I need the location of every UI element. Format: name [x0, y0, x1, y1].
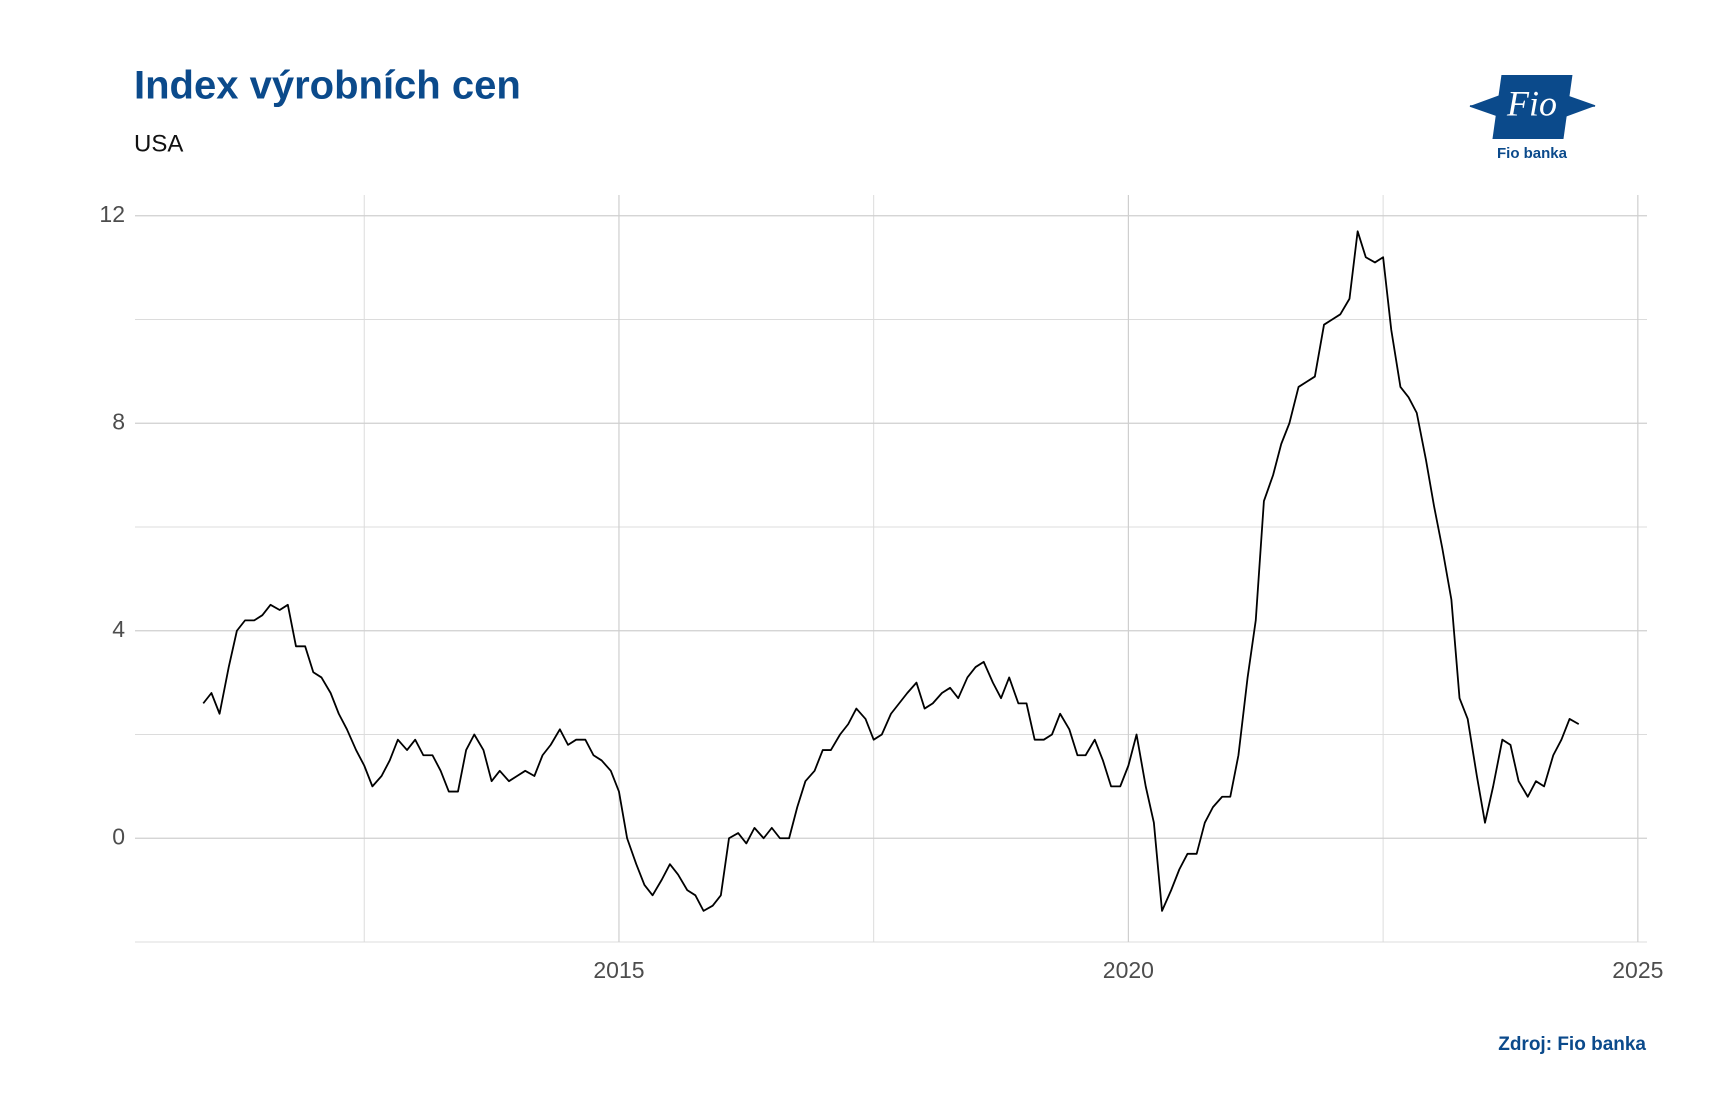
x-tick-label: 2015 [593, 957, 644, 983]
logo-name: Fio banka [1497, 145, 1568, 162]
y-tick-label: 4 [112, 616, 125, 642]
logo-left [1470, 95, 1500, 117]
chart-subtitle: USA [134, 130, 183, 157]
y-tick-label: 0 [112, 823, 125, 849]
logo-mark: Fio [1506, 83, 1557, 123]
chart-title: Index výrobních cen [134, 64, 521, 108]
data-line [202, 230, 1580, 912]
x-tick-label: 2025 [1612, 957, 1663, 983]
x-tick-label: 2020 [1103, 957, 1154, 983]
source: Zdroj: Fio banka [1498, 1034, 1646, 1055]
logo-right [1565, 95, 1595, 117]
y-tick-label: 12 [99, 201, 125, 227]
logo: Fio Fio banka [1469, 75, 1596, 162]
logo-box [1492, 75, 1573, 139]
y-tick-label: 8 [112, 408, 125, 434]
